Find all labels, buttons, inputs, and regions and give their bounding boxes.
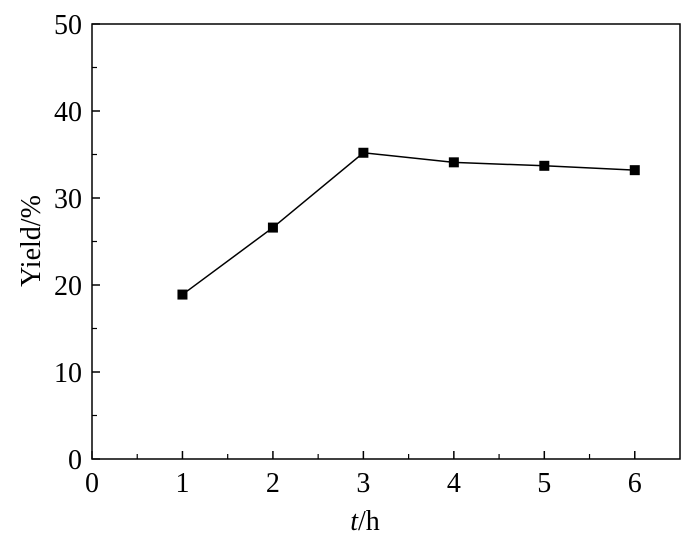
y-tick-label: 20	[54, 271, 82, 302]
data-point-marker	[629, 165, 640, 176]
x-tick-label: 4	[447, 468, 461, 499]
y-tick-label: 0	[68, 445, 82, 476]
data-point-marker	[267, 222, 278, 233]
y-tick-label: 50	[54, 10, 82, 41]
y-tick-label: 40	[54, 97, 82, 128]
x-tick-labels: 0 1 2 3 4 5 6	[85, 468, 642, 499]
y-tick-label: 30	[54, 184, 82, 215]
data-point-marker	[448, 157, 459, 168]
x-tick-label: 5	[537, 468, 551, 499]
x-tick-label: 6	[628, 468, 642, 499]
data-point-marker	[358, 147, 369, 158]
x-axis-title-variable: t	[350, 506, 359, 537]
data-point-marker	[539, 160, 550, 171]
plot-frame	[91, 23, 681, 460]
y-axis-title: Yield/%	[16, 195, 47, 287]
x-tick-label: 2	[266, 468, 280, 499]
y-tick-labels: 0 10 20 30 40 50	[54, 10, 82, 476]
x-tick-label: 3	[356, 468, 370, 499]
series-layer	[177, 147, 640, 300]
data-point-marker	[177, 289, 188, 300]
x-tick-label: 0	[85, 468, 99, 499]
series-line	[182, 151, 635, 296]
x-tick-label: 1	[175, 468, 189, 499]
x-axis-title-unit: /h	[358, 506, 380, 537]
x-axis-title: t/h	[350, 506, 380, 537]
axis-ticks	[91, 23, 636, 460]
y-tick-label: 10	[54, 358, 82, 389]
